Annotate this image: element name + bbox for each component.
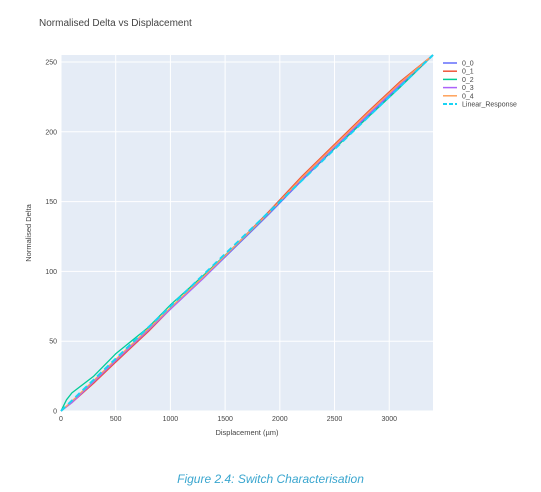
series-line-0-2 xyxy=(60,54,434,412)
x-tick-label: 1500 xyxy=(217,416,233,423)
tick-labels: 0 500 1000 1500 2000 2500 3000 0 50 100 150 200 250 xyxy=(45,59,397,423)
series-layer xyxy=(60,54,434,412)
x-tick-label: 500 xyxy=(110,416,122,423)
legend-item[interactable]: 0_4 xyxy=(443,93,474,100)
legend-label: 0_2 xyxy=(462,77,474,84)
legend-label: 0_1 xyxy=(462,69,474,76)
legend-item[interactable]: 0_1 xyxy=(443,69,474,76)
legend-label: 0_0 xyxy=(462,61,474,68)
legend-item[interactable]: Linear_Response xyxy=(443,102,517,109)
y-tick-label: 100 xyxy=(45,269,57,276)
y-tick-label: 50 xyxy=(49,339,57,346)
series-line-linear-response xyxy=(60,54,434,412)
legend-label: Linear_Response xyxy=(462,102,517,109)
x-tick-label: 0 xyxy=(59,416,63,423)
y-axis-title: Normalised Delta xyxy=(24,203,33,261)
figure-caption: Figure 2.4: Switch Characterisation xyxy=(177,472,364,486)
legend-item[interactable]: 0_2 xyxy=(443,77,474,84)
x-tick-label: 1000 xyxy=(163,416,179,423)
legend-item[interactable]: 0_0 xyxy=(443,61,474,68)
y-tick-label: 150 xyxy=(45,199,57,206)
y-tick-label: 250 xyxy=(45,59,57,66)
x-tick-label: 2500 xyxy=(327,416,343,423)
legend-item[interactable]: 0_3 xyxy=(443,85,474,92)
legend-label: 0_3 xyxy=(462,85,474,92)
grid xyxy=(60,55,433,412)
y-tick-label: 0 xyxy=(53,409,57,416)
x-tick-label: 3000 xyxy=(381,416,397,423)
x-tick-label: 2000 xyxy=(272,416,288,423)
legend-label: 0_4 xyxy=(462,93,474,100)
x-axis-title: Displacement (µm) xyxy=(215,428,279,437)
series-line-0-4 xyxy=(60,54,434,412)
chart-title: Normalised Delta vs Displacement xyxy=(39,18,192,29)
y-tick-label: 200 xyxy=(45,129,57,136)
legend[interactable]: 0_00_10_20_30_4 Linear_Response xyxy=(443,61,517,109)
